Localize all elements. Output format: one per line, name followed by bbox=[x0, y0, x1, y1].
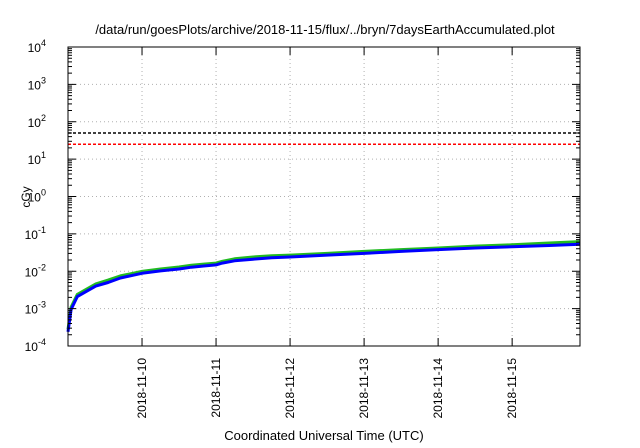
y-tick-label: 104 bbox=[28, 38, 46, 55]
x-tick-label: 2018-11-15 bbox=[505, 358, 519, 419]
y-tick-label: 10-2 bbox=[25, 262, 46, 279]
series-lines bbox=[66, 240, 581, 333]
y-tick-label: 103 bbox=[28, 75, 46, 92]
y-tick-label: 10-4 bbox=[25, 337, 46, 354]
y-tick-label: 10-1 bbox=[25, 225, 46, 242]
x-axis-ticks: 2018-11-10 2018-11-11 2018-11-12 2018-11-13… bbox=[135, 47, 519, 419]
x-tick-label: 2018-11-10 bbox=[135, 358, 149, 419]
chart-title: /data/run/goesPlots/archive/2018-11-15/f… bbox=[95, 22, 555, 37]
x-tick-label: 2018-11-13 bbox=[357, 358, 371, 419]
series-line bbox=[66, 242, 581, 333]
x-tick-label: 2018-11-11 bbox=[209, 358, 223, 418]
reference-lines bbox=[68, 132, 580, 146]
y-tick-label: 102 bbox=[28, 113, 46, 130]
y-axis-label: cGy bbox=[19, 186, 33, 207]
y-axis-ticks: 10-4 10-3 10-2 10-1 100 101 102 103 104 bbox=[25, 38, 580, 354]
x-tick-label: 2018-11-12 bbox=[283, 358, 297, 419]
grid bbox=[68, 47, 580, 346]
y-tick-label: 100 bbox=[28, 188, 46, 205]
x-tick-label: 2018-11-14 bbox=[431, 358, 445, 419]
y-tick-label: 10-3 bbox=[25, 300, 46, 317]
y-tick-label: 101 bbox=[28, 150, 46, 167]
x-axis-label: Coordinated Universal Time (UTC) bbox=[224, 428, 423, 443]
series-line bbox=[66, 240, 581, 330]
